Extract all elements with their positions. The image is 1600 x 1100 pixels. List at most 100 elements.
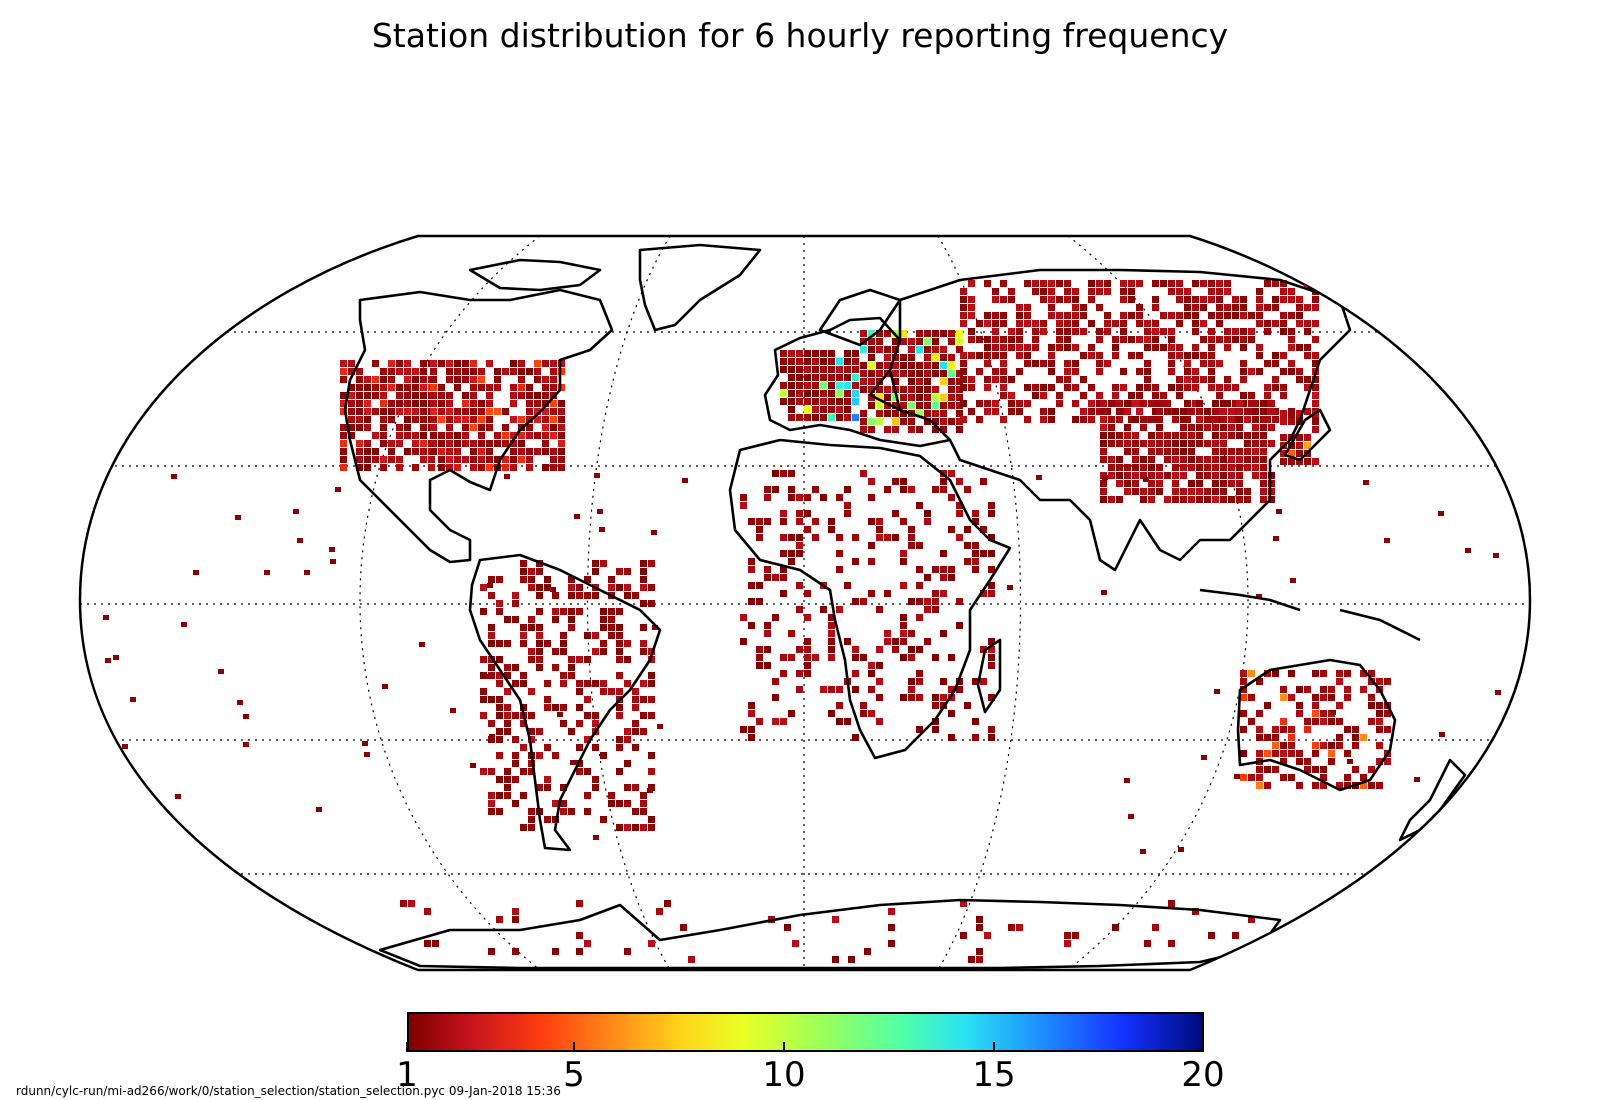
station-cell: [844, 398, 851, 405]
station-cell: [528, 568, 535, 575]
station-cell: [900, 630, 907, 637]
station-cell: [932, 354, 939, 361]
station-cell: [916, 386, 923, 393]
station-cell: [1040, 416, 1047, 423]
station-cell: [988, 662, 995, 669]
station-cell: [1144, 376, 1151, 383]
station-cell: [1196, 480, 1203, 487]
station-cell: [1116, 464, 1123, 471]
station-cell: [924, 510, 931, 517]
station-cell: [518, 368, 525, 375]
station-cell: [648, 672, 655, 679]
station-cell: [1352, 742, 1359, 749]
station-cell: [608, 576, 615, 583]
station-cell: [960, 352, 967, 359]
station-cell: [528, 728, 535, 735]
station-cell: [592, 680, 599, 687]
station-cell: [396, 440, 403, 447]
station-cell: [1376, 710, 1383, 717]
station-cell: [916, 410, 923, 417]
station-cell: [828, 366, 835, 373]
station-cell: [1320, 718, 1327, 725]
station-cell: [940, 418, 947, 425]
station-cell: [494, 408, 501, 415]
station-cell: [1200, 280, 1207, 287]
station-cell: [812, 374, 819, 381]
station-cell: [1172, 480, 1179, 487]
station-cell: [648, 584, 655, 591]
station-cell: [1252, 472, 1259, 479]
station-cell: [536, 632, 543, 639]
station-cell: [340, 440, 347, 447]
station-cell: [868, 378, 875, 385]
station-cell: [632, 728, 639, 735]
station-cell: [624, 948, 631, 955]
station-cell: [932, 726, 939, 733]
station-cell: [388, 400, 395, 407]
station-cell: [400, 900, 407, 907]
station-cell: [984, 320, 991, 327]
station-cell: [1056, 376, 1063, 383]
station-cell: [984, 312, 991, 319]
station-cell: [1000, 416, 1007, 423]
station-cell: [992, 408, 999, 415]
station-cell: [1196, 432, 1203, 439]
station-cell: [340, 408, 347, 415]
station-cell: [380, 416, 387, 423]
station-cell: [1288, 750, 1295, 757]
station-cell: [868, 338, 875, 345]
station-cell: [512, 908, 519, 915]
station-cell: [486, 360, 493, 367]
station-cell: [1088, 352, 1095, 359]
station-cell: [852, 398, 859, 405]
station-cell: [1048, 304, 1055, 311]
station-cell: [1240, 336, 1247, 343]
station-cell: [892, 394, 899, 401]
station-cell: [1268, 480, 1275, 487]
station-cell: [804, 670, 811, 677]
station-cell: [948, 526, 955, 533]
colorbar-tick-label: 20: [1181, 1055, 1225, 1095]
station-cell: [235, 515, 241, 520]
station-cell: [1096, 336, 1103, 343]
station-cell: [1304, 352, 1311, 359]
station-cell: [1256, 678, 1263, 685]
station-cell: [1264, 734, 1271, 741]
station-cell: [984, 376, 991, 383]
station-cell: [1008, 924, 1015, 931]
station-cell: [940, 590, 947, 597]
station-cell: [1272, 376, 1279, 383]
station-cell: [510, 456, 517, 463]
station-cell: [1164, 440, 1171, 447]
station-cell: [1120, 312, 1127, 319]
station-cell: [1228, 432, 1235, 439]
station-cell: [1272, 280, 1279, 287]
station-cell: [1240, 312, 1247, 319]
station-cell: [512, 752, 519, 759]
station-cell: [1056, 280, 1063, 287]
station-cell: [960, 416, 967, 423]
station-cell: [648, 600, 655, 607]
station-cell: [446, 376, 453, 383]
station-cell: [1272, 726, 1279, 733]
station-cell: [1224, 400, 1231, 407]
station-cell: [1196, 456, 1203, 463]
station-cell: [1232, 328, 1239, 335]
station-cell: [544, 680, 551, 687]
station-cell: [1240, 670, 1247, 677]
station-cell: [1312, 384, 1319, 391]
station-cell: [632, 808, 639, 815]
station-cell: [1264, 940, 1271, 947]
station-cell: [740, 614, 747, 621]
station-cell: [624, 656, 631, 663]
station-cell: [1272, 320, 1279, 327]
station-cell: [1288, 312, 1295, 319]
station-cell: [600, 624, 607, 631]
station-cell: [616, 584, 623, 591]
station-cell: [1208, 368, 1215, 375]
station-cell: [1080, 416, 1087, 423]
station-cell: [1296, 702, 1303, 709]
station-cell: [756, 582, 763, 589]
station-cell: [1168, 408, 1175, 415]
station-cell: [900, 394, 907, 401]
